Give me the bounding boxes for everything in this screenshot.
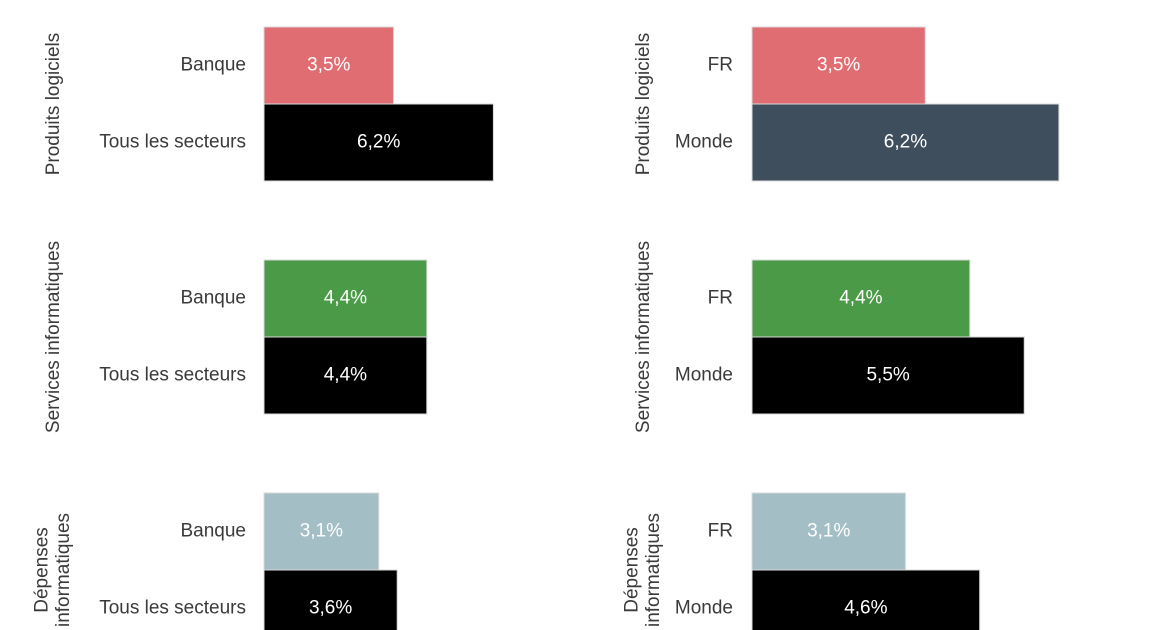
group-label-produits-logiciels: Produits logiciels	[633, 33, 654, 176]
value-label-depenses-informatiques-banque: 3,1%	[300, 521, 343, 542]
group-label-services-informatiques: Services informatiques	[633, 241, 654, 433]
category-label-banque: Banque	[180, 288, 246, 309]
category-label-monde: Monde	[675, 132, 733, 153]
value-label-produits-logiciels-banque: 3,5%	[307, 55, 350, 76]
value-label-produits-logiciels-tous-les-secteurs: 6,2%	[357, 132, 400, 153]
value-label-depenses-informatiques-fr: 3,1%	[807, 521, 850, 542]
value-label-services-informatiques-tous-les-secteurs: 4,4%	[324, 365, 367, 386]
bar-depenses-informatiques-monde	[751, 569, 981, 630]
value-label-produits-logiciels-fr: 3,5%	[817, 55, 860, 76]
group-label-depenses-informatiques: Dépensesinformatiques	[621, 513, 664, 627]
chart-panel-2: Produits logiciels FR 3,5% Monde 6,2% Service…	[621, 26, 1060, 630]
bar-produits-logiciels-fr	[751, 26, 926, 105]
category-label-monde: Monde	[675, 598, 733, 619]
category-label-fr: FR	[708, 521, 733, 542]
bar-depenses-informatiques-tous-les-secteurs	[263, 569, 398, 630]
bar-depenses-informatiques-banque	[263, 492, 380, 571]
group-label-services-informatiques: Services informatiques	[43, 241, 64, 433]
bar-services-informatiques-tous-les-secteurs	[263, 336, 428, 415]
bar-produits-logiciels-tous-les-secteurs	[263, 103, 494, 182]
category-label-fr: FR	[708, 288, 733, 309]
bar-services-informatiques-monde	[751, 336, 1025, 415]
value-label-depenses-informatiques-monde: 4,6%	[844, 598, 887, 619]
category-label-tous-les-secteurs: Tous les secteurs	[99, 365, 246, 386]
group-label-depenses-informatiques: Dépensesinformatiques	[31, 513, 74, 627]
bar-services-informatiques-fr	[751, 259, 971, 338]
value-label-depenses-informatiques-tous-les-secteurs: 3,6%	[309, 598, 352, 619]
bar-produits-logiciels-monde	[751, 103, 1060, 182]
chart-panel-1: Produits logiciels Banque 3,5% Tous les sec…	[31, 26, 494, 630]
category-label-monde: Monde	[675, 365, 733, 386]
category-label-banque: Banque	[180, 55, 246, 76]
bar-depenses-informatiques-fr	[751, 492, 906, 571]
category-label-fr: FR	[708, 55, 733, 76]
value-label-services-informatiques-fr: 4,4%	[839, 288, 882, 309]
group-label-produits-logiciels: Produits logiciels	[43, 33, 64, 176]
value-label-services-informatiques-banque: 4,4%	[324, 288, 367, 309]
category-label-banque: Banque	[180, 521, 246, 542]
bar-produits-logiciels-banque	[263, 26, 394, 105]
category-label-tous-les-secteurs: Tous les secteurs	[99, 598, 246, 619]
bar-services-informatiques-banque	[263, 259, 428, 338]
value-label-services-informatiques-monde: 5,5%	[866, 365, 909, 386]
value-label-produits-logiciels-monde: 6,2%	[884, 132, 927, 153]
category-label-tous-les-secteurs: Tous les secteurs	[99, 132, 246, 153]
